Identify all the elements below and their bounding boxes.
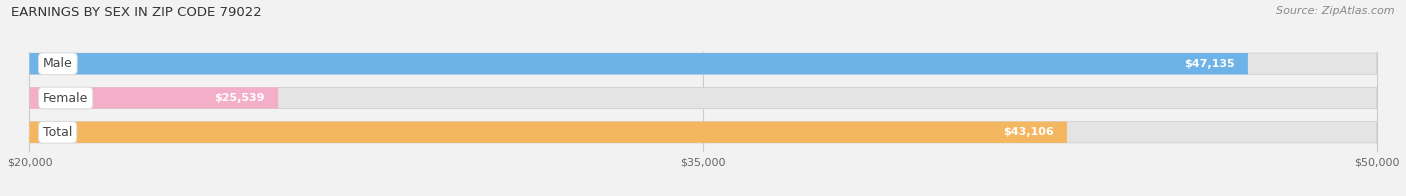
FancyBboxPatch shape: [30, 122, 1376, 143]
Text: Male: Male: [44, 57, 73, 70]
Text: Source: ZipAtlas.com: Source: ZipAtlas.com: [1277, 6, 1395, 16]
Text: EARNINGS BY SEX IN ZIP CODE 79022: EARNINGS BY SEX IN ZIP CODE 79022: [11, 6, 262, 19]
Text: Total: Total: [44, 126, 72, 139]
FancyBboxPatch shape: [30, 53, 1249, 74]
FancyBboxPatch shape: [30, 87, 1376, 109]
Text: Female: Female: [44, 92, 89, 104]
Text: $25,539: $25,539: [214, 93, 264, 103]
Text: $47,135: $47,135: [1184, 59, 1234, 69]
Text: $43,106: $43,106: [1002, 127, 1053, 137]
FancyBboxPatch shape: [30, 87, 278, 109]
FancyBboxPatch shape: [30, 122, 1067, 143]
FancyBboxPatch shape: [30, 53, 1376, 74]
